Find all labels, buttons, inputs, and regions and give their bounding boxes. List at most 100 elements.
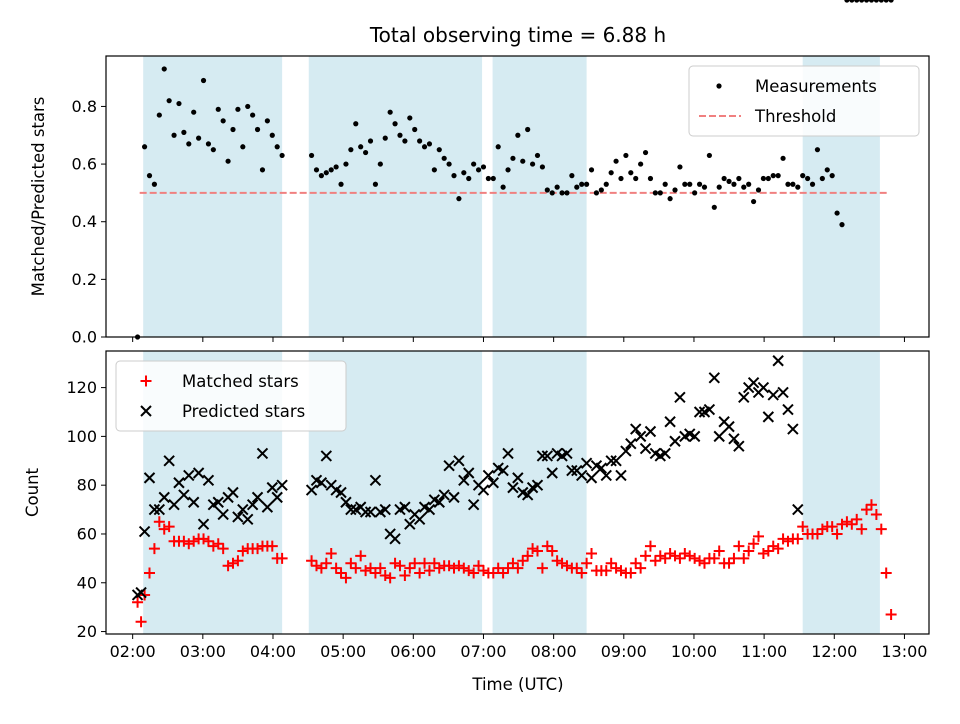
data-point: [809, 181, 816, 187]
data-point: [586, 547, 598, 559]
data-point: [644, 540, 656, 552]
data-point: [610, 562, 622, 574]
data-point: [132, 596, 144, 608]
data-point: [487, 567, 499, 579]
data-point: [279, 152, 285, 159]
data-point: [875, 523, 887, 535]
y-tick-label: 40: [77, 573, 97, 592]
data-point: [399, 569, 411, 581]
data-point: [480, 164, 487, 170]
data-point: [355, 550, 367, 562]
data-point: [711, 204, 717, 210]
data-point: [413, 513, 426, 526]
data-point: [633, 175, 639, 182]
data-point: [775, 173, 781, 179]
data-point: [701, 184, 708, 190]
data-point: [728, 433, 740, 445]
data-point: [839, 222, 845, 228]
data-point: [595, 462, 608, 474]
data-point: [785, 181, 791, 187]
data-point: [379, 503, 391, 516]
data-point: [173, 477, 185, 489]
shaded-interval: [492, 56, 587, 337]
data-point: [198, 533, 210, 545]
data-point: [696, 181, 703, 187]
data-point: [340, 572, 352, 584]
data-point: [510, 155, 516, 161]
data-point: [723, 557, 735, 569]
data-point: [467, 498, 480, 511]
data-point: [448, 491, 460, 504]
data-point: [186, 141, 192, 147]
data-point: [554, 184, 560, 190]
data-point: [497, 567, 509, 579]
data-point: [575, 469, 588, 482]
data-point: [468, 567, 480, 579]
x-tick-label: 05:00: [320, 642, 366, 661]
data-point: [338, 181, 344, 187]
data-point: [659, 552, 671, 564]
data-point: [225, 158, 231, 164]
data-point: [188, 535, 200, 547]
plot-frame: [105, 55, 930, 338]
data-point: [757, 547, 769, 559]
shaded-interval: [802, 351, 880, 634]
y-tick-label: 20: [77, 622, 97, 641]
data-point: [205, 141, 212, 147]
data-point: [541, 450, 554, 462]
data-point: [649, 555, 661, 567]
data-point: [531, 545, 543, 557]
data-point: [171, 132, 177, 138]
data-point: [235, 106, 241, 112]
x-tick-label: 08:00: [531, 642, 577, 661]
data-point: [463, 467, 475, 479]
data-point: [320, 450, 333, 462]
data-point: [202, 474, 215, 487]
data-point: [333, 164, 339, 170]
measurements-panel: 0.0 0.2 0.4 0.6 0.8 Matched/Predicted stars Me…: [29, 0, 930, 347]
y-tick-label: 100: [66, 427, 97, 446]
data-point: [652, 190, 658, 196]
data-point: [143, 472, 156, 484]
data-point: [598, 187, 604, 193]
data-point: [323, 170, 329, 176]
data-point: [642, 149, 649, 156]
series-matched-stars: [132, 499, 897, 628]
data-point: [750, 198, 757, 205]
data-point: [841, 516, 853, 528]
data-point: [546, 467, 558, 479]
shaded-interval: [308, 56, 483, 337]
data-point: [657, 190, 663, 196]
data-point: [256, 447, 269, 460]
data-point: [659, 447, 671, 460]
data-point: [409, 557, 421, 569]
data-point: [551, 555, 563, 567]
data-point: [525, 126, 531, 133]
data-point: [851, 513, 863, 525]
data-point: [767, 389, 779, 401]
data-point: [269, 132, 275, 138]
data-point: [782, 535, 794, 547]
data-point: [777, 533, 789, 545]
data-point: [674, 552, 686, 564]
data-point: [698, 557, 710, 569]
data-point: [374, 562, 386, 574]
data-point: [743, 545, 755, 557]
counts-panel: 20 40 60 80 100 120 02:00 03:00 04:00 05:00 06:00 0…: [23, 351, 930, 661]
data-point: [708, 552, 720, 564]
data-point: [495, 144, 501, 150]
data-point: [397, 132, 403, 138]
data-point: [438, 489, 450, 501]
data-point: [672, 187, 678, 193]
data-point: [436, 147, 442, 153]
data-point: [477, 565, 489, 577]
data-point: [566, 464, 578, 477]
data-point: [888, 0, 894, 3]
data-point: [762, 411, 775, 423]
data-point: [736, 175, 742, 182]
data-point: [706, 152, 712, 159]
data-point: [443, 560, 455, 572]
data-point: [593, 190, 600, 196]
data-point: [559, 190, 565, 196]
